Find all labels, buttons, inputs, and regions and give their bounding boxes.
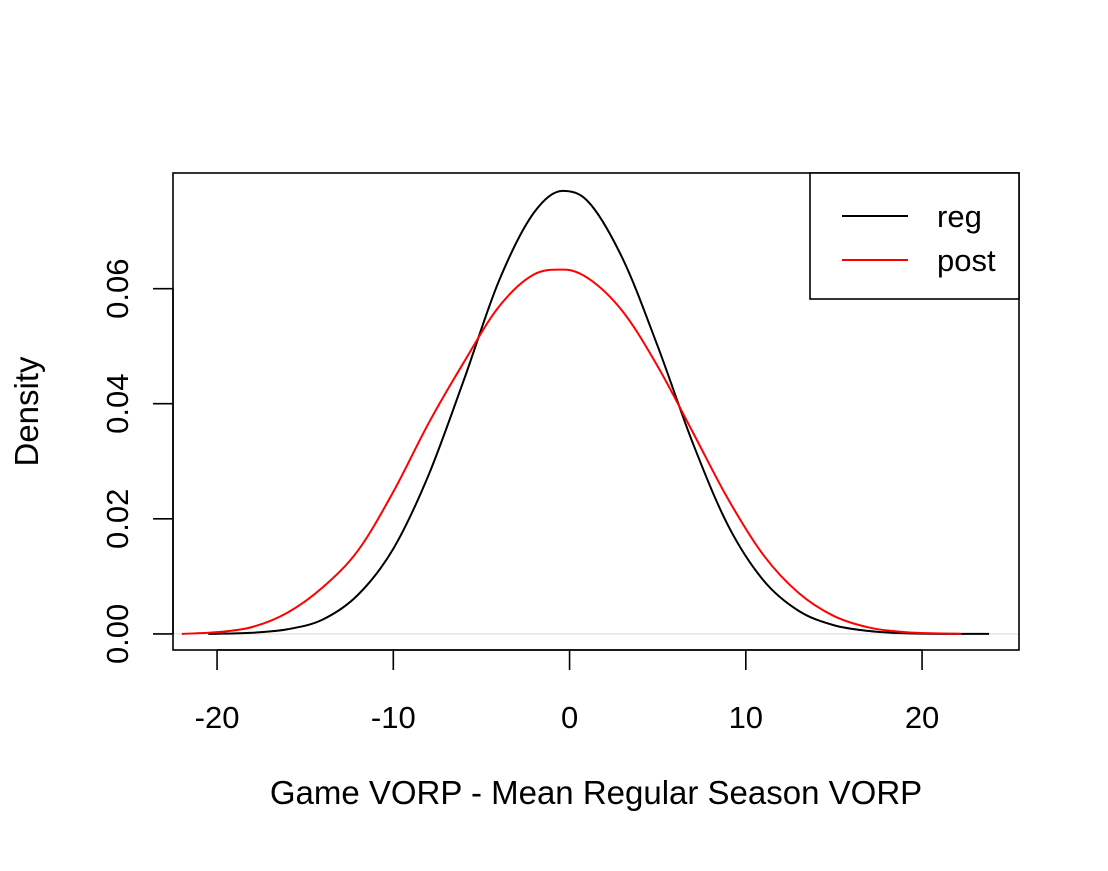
- series-layer: [181, 189, 990, 635]
- y-tick-label: 0.00: [100, 604, 135, 664]
- x-tick-label: 20: [905, 700, 939, 735]
- legend: reg post: [809, 172, 1020, 300]
- x-axis-label: Game VORP - Mean Regular Season VORP: [270, 774, 922, 811]
- y-tick-label: 0.04: [100, 374, 135, 434]
- x-tick-label: -10: [371, 700, 416, 735]
- series-line-post: [181, 268, 961, 635]
- x-axis: -20 -10 0 10 20: [195, 649, 939, 735]
- legend-box: [809, 172, 1020, 300]
- series-line-reg: [208, 189, 990, 635]
- x-tick-label: 10: [729, 700, 763, 735]
- y-axis: 0.00 0.02 0.04 0.06: [100, 258, 174, 664]
- y-tick-label: 0.06: [100, 258, 135, 318]
- legend-label-post: post: [937, 243, 996, 278]
- x-tick-label: -20: [195, 700, 240, 735]
- legend-label-reg: reg: [937, 199, 982, 234]
- y-axis-label: Density: [8, 356, 45, 467]
- x-tick-label: 0: [561, 700, 578, 735]
- y-tick-label: 0.02: [100, 489, 135, 549]
